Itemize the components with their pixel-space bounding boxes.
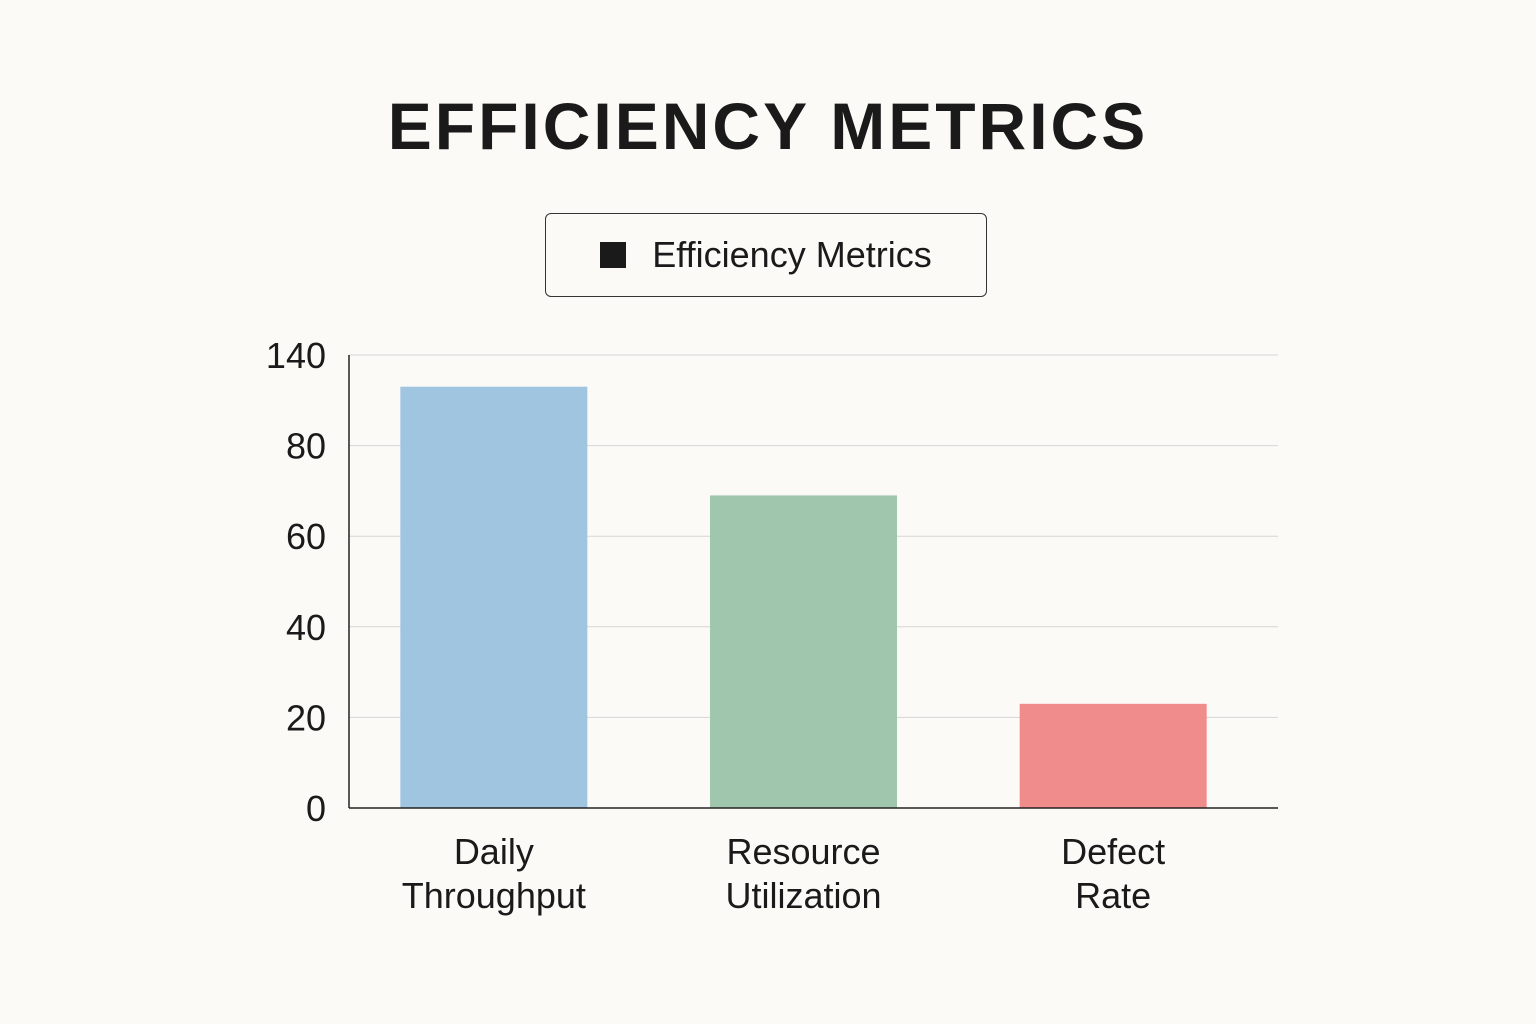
legend-label: Efficiency Metrics [652,234,932,275]
x-tick-label: Defect [1061,831,1165,872]
x-tick-label: Daily [454,831,534,872]
bar [1019,703,1207,808]
y-tick-label: 60 [286,516,326,557]
bar [710,495,897,808]
x-tick-label: Rate [1075,875,1151,916]
y-tick-label: 20 [286,697,326,738]
y-tick-label: 40 [286,607,326,648]
bar [400,386,588,808]
chart-title: EFFICIENCY METRICS [387,89,1149,163]
x-tick-label: Utilization [725,875,881,916]
x-tick-label: Resource [726,831,880,872]
x-tick-label: Throughput [402,875,586,916]
y-tick-label: 140 [266,335,326,376]
legend: Efficiency Metrics [545,213,987,297]
legend-swatch [600,242,627,268]
y-tick-label: 0 [306,788,326,829]
y-tick-label: 80 [286,426,326,467]
